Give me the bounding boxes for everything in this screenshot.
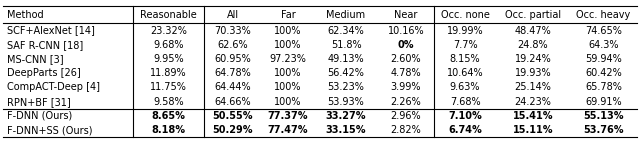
Text: Medium: Medium xyxy=(326,10,365,20)
Text: 53.93%: 53.93% xyxy=(328,97,364,107)
Text: 60.42%: 60.42% xyxy=(585,68,621,78)
Text: 10.16%: 10.16% xyxy=(388,26,424,36)
Text: 23.32%: 23.32% xyxy=(150,26,187,36)
Text: Method: Method xyxy=(7,10,44,20)
Text: 56.42%: 56.42% xyxy=(328,68,365,78)
Text: 100%: 100% xyxy=(274,97,301,107)
Text: 64.44%: 64.44% xyxy=(214,83,251,93)
Text: 65.78%: 65.78% xyxy=(585,83,622,93)
Text: 2.96%: 2.96% xyxy=(390,111,421,121)
Text: 24.23%: 24.23% xyxy=(515,97,552,107)
Text: 64.66%: 64.66% xyxy=(214,97,251,107)
Text: 70.33%: 70.33% xyxy=(214,26,251,36)
Text: 50.29%: 50.29% xyxy=(212,125,253,135)
Text: 0%: 0% xyxy=(397,40,414,50)
Text: 19.99%: 19.99% xyxy=(447,26,483,36)
Text: Far: Far xyxy=(280,10,295,20)
Text: 7.68%: 7.68% xyxy=(450,97,481,107)
Text: 55.13%: 55.13% xyxy=(583,111,623,121)
Text: Reasonable: Reasonable xyxy=(140,10,197,20)
Text: Occ. heavy: Occ. heavy xyxy=(576,10,630,20)
Text: SAF R-CNN [18]: SAF R-CNN [18] xyxy=(7,40,83,50)
Text: 7.10%: 7.10% xyxy=(448,111,482,121)
Text: 8.15%: 8.15% xyxy=(450,54,481,64)
Text: 77.37%: 77.37% xyxy=(268,111,308,121)
Text: Near: Near xyxy=(394,10,417,20)
Text: 33.15%: 33.15% xyxy=(326,125,366,135)
Text: 10.64%: 10.64% xyxy=(447,68,483,78)
Text: 3.99%: 3.99% xyxy=(390,83,421,93)
Text: 64.3%: 64.3% xyxy=(588,40,619,50)
Text: CompACT-Deep [4]: CompACT-Deep [4] xyxy=(7,83,100,93)
Text: 25.14%: 25.14% xyxy=(515,83,552,93)
Text: 48.47%: 48.47% xyxy=(515,26,551,36)
Text: 74.65%: 74.65% xyxy=(585,26,622,36)
Text: 19.93%: 19.93% xyxy=(515,68,551,78)
Text: 49.13%: 49.13% xyxy=(328,54,364,64)
Text: 33.27%: 33.27% xyxy=(326,111,366,121)
Text: 24.8%: 24.8% xyxy=(518,40,548,50)
Text: 2.26%: 2.26% xyxy=(390,97,421,107)
Text: SCF+AlexNet [14]: SCF+AlexNet [14] xyxy=(7,26,95,36)
Text: 15.11%: 15.11% xyxy=(513,125,553,135)
Text: 2.60%: 2.60% xyxy=(390,54,421,64)
Text: 100%: 100% xyxy=(274,83,301,93)
Text: Occ. partial: Occ. partial xyxy=(505,10,561,20)
Text: DeepParts [26]: DeepParts [26] xyxy=(7,68,81,78)
Text: 9.63%: 9.63% xyxy=(450,83,480,93)
Text: 64.78%: 64.78% xyxy=(214,68,251,78)
Text: 11.89%: 11.89% xyxy=(150,68,187,78)
Text: 4.78%: 4.78% xyxy=(390,68,421,78)
Text: All: All xyxy=(227,10,239,20)
Text: RPN+BF [31]: RPN+BF [31] xyxy=(7,97,71,107)
Text: 9.58%: 9.58% xyxy=(154,97,184,107)
Text: 2.82%: 2.82% xyxy=(390,125,421,135)
Text: 59.94%: 59.94% xyxy=(585,54,621,64)
Text: 8.65%: 8.65% xyxy=(152,111,186,121)
Text: 53.23%: 53.23% xyxy=(328,83,365,93)
Text: 100%: 100% xyxy=(274,68,301,78)
Text: 8.18%: 8.18% xyxy=(152,125,186,135)
Text: F-DNN+SS (Ours): F-DNN+SS (Ours) xyxy=(7,125,93,135)
Text: 53.76%: 53.76% xyxy=(583,125,623,135)
Text: 7.7%: 7.7% xyxy=(452,40,477,50)
Text: 97.23%: 97.23% xyxy=(269,54,307,64)
Text: 11.75%: 11.75% xyxy=(150,83,187,93)
Text: F-DNN (Ours): F-DNN (Ours) xyxy=(7,111,72,121)
Text: Occ. none: Occ. none xyxy=(440,10,490,20)
Text: 62.34%: 62.34% xyxy=(328,26,364,36)
Text: 60.95%: 60.95% xyxy=(214,54,251,64)
Text: 9.95%: 9.95% xyxy=(154,54,184,64)
Text: 51.8%: 51.8% xyxy=(331,40,362,50)
Text: 19.24%: 19.24% xyxy=(515,54,551,64)
Text: 6.74%: 6.74% xyxy=(448,125,482,135)
Text: 69.91%: 69.91% xyxy=(585,97,621,107)
Text: 62.6%: 62.6% xyxy=(218,40,248,50)
Text: 100%: 100% xyxy=(274,26,301,36)
Text: MS-CNN [3]: MS-CNN [3] xyxy=(7,54,63,64)
Text: 50.55%: 50.55% xyxy=(212,111,253,121)
Text: 100%: 100% xyxy=(274,40,301,50)
Text: 77.47%: 77.47% xyxy=(268,125,308,135)
Text: 9.68%: 9.68% xyxy=(154,40,184,50)
Text: 15.41%: 15.41% xyxy=(513,111,553,121)
